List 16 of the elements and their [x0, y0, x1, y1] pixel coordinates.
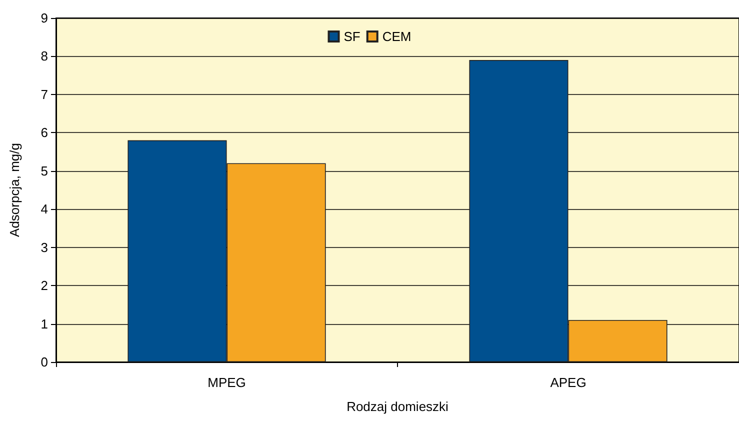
y-tick-label: 7 — [40, 86, 48, 102]
y-axis-title: Adsorpcja, mg/g — [7, 143, 22, 237]
y-tick-label: 1 — [40, 316, 48, 332]
legend-label: CEM — [382, 29, 412, 44]
y-tick-label: 8 — [40, 48, 48, 64]
y-tick-label: 3 — [40, 240, 48, 255]
y-tick-label: 2 — [40, 278, 48, 294]
legend-label: SF — [344, 29, 360, 44]
x-tick-label: APEG — [550, 375, 586, 390]
y-tick-label: 4 — [40, 202, 48, 217]
x-tick-label: MPEG — [208, 375, 246, 390]
y-tick-label: 9 — [40, 10, 48, 26]
x-axis-title: Rodzaj domieszki — [346, 399, 449, 414]
y-tick-label: 0 — [40, 354, 48, 370]
y-tick-label: 6 — [40, 125, 48, 140]
y-tick-label: 5 — [40, 163, 48, 178]
